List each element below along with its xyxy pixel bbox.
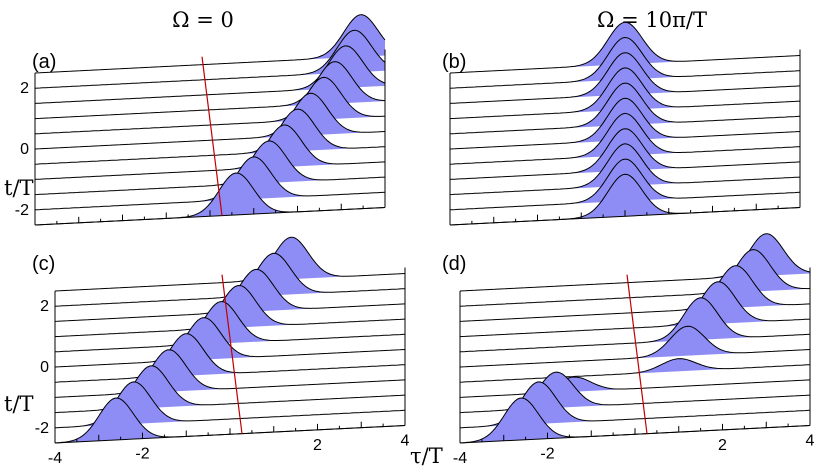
trace-line xyxy=(34,14,386,74)
trace-line xyxy=(449,36,801,89)
panels: (a)20-2(b)(c)20-2-4 -22 4(d)-4 -22 4 xyxy=(15,14,815,467)
x-tick-label: 2 xyxy=(718,437,727,454)
trace-line xyxy=(459,358,811,383)
panel-3: (d) -4 -2 2 4 xyxy=(442,233,815,467)
y-axis-label-bottom: t/T xyxy=(4,392,34,416)
panel-0: (a)2 0 -2 xyxy=(15,14,386,226)
trace-line xyxy=(34,92,386,150)
trace-line xyxy=(449,67,801,120)
y-tick-label: 2 xyxy=(40,298,49,315)
trace-fill xyxy=(35,156,385,210)
trace-line xyxy=(34,29,386,89)
x-tick-label: -4 xyxy=(48,450,62,467)
marker-line xyxy=(221,274,243,434)
trace-fill xyxy=(460,297,810,352)
marker-line xyxy=(626,274,648,434)
panel-label: (a) xyxy=(32,51,56,73)
trace-line xyxy=(459,249,811,307)
trace-line xyxy=(34,61,386,120)
trace-line xyxy=(34,140,386,196)
x-tick-label: 4 xyxy=(401,433,410,450)
trace-line xyxy=(54,236,406,292)
trace-line xyxy=(54,333,406,383)
trace-fill xyxy=(55,237,405,291)
trace-fill xyxy=(55,317,405,367)
y-axis-label-top: t/T xyxy=(4,176,34,200)
x-tick-label: 2 xyxy=(313,437,322,454)
trace-fill xyxy=(460,398,810,443)
y-tick-label: 2 xyxy=(20,80,29,97)
trace-line xyxy=(449,52,801,104)
x-axis-label: τ/T xyxy=(410,444,443,468)
column-title-right: Ω = 10π/T xyxy=(597,8,707,32)
trace-line xyxy=(34,108,386,165)
trace-line xyxy=(459,325,811,368)
trace-fill xyxy=(55,333,405,383)
trace-line xyxy=(449,97,801,150)
x-tick-label: -2 xyxy=(540,446,554,463)
trace-line xyxy=(54,300,406,353)
x-tick-label: -4 xyxy=(453,450,467,467)
trace-line xyxy=(34,156,386,211)
trace-line xyxy=(54,317,406,368)
trace-fill xyxy=(35,124,385,180)
y-tick-label: 0 xyxy=(20,141,29,158)
trace-line xyxy=(459,281,811,338)
trace-fill xyxy=(55,253,405,307)
trace-line xyxy=(459,233,811,292)
panel-label: (d) xyxy=(442,253,466,275)
trace-line xyxy=(449,112,801,165)
trace-line xyxy=(449,82,801,135)
trace-fill xyxy=(460,381,810,428)
trace-fill xyxy=(35,45,385,104)
panel-label: (c) xyxy=(32,253,55,275)
column-title-left: Ω = 0 xyxy=(172,8,234,32)
x-tick-label: -2 xyxy=(135,446,149,463)
trace-line xyxy=(449,158,801,211)
y-tick-label: -2 xyxy=(35,420,49,437)
panel-2: (c) 2 0 -2 -4 -2 2 4 xyxy=(32,236,410,467)
x-tick-label: 4 xyxy=(806,433,815,450)
trace-line xyxy=(54,349,406,398)
trace-line xyxy=(459,376,811,398)
panel-1: (b) xyxy=(442,21,801,226)
trace-fill xyxy=(35,30,385,89)
trace-fill xyxy=(35,140,385,195)
trace-line xyxy=(34,124,386,180)
trace-fill xyxy=(55,398,405,443)
trace-fill xyxy=(55,381,405,428)
trace-fill xyxy=(450,174,800,225)
y-tick-label: 0 xyxy=(40,359,49,376)
trace-fill xyxy=(55,301,405,352)
trace-line xyxy=(459,265,811,322)
trace-line xyxy=(54,284,406,338)
trace-line xyxy=(449,143,801,196)
trace-line xyxy=(449,128,801,180)
trace-line xyxy=(449,21,801,74)
marker-line xyxy=(201,56,223,216)
y-tick-label: -2 xyxy=(15,202,29,219)
panel-label: (b) xyxy=(442,51,466,73)
